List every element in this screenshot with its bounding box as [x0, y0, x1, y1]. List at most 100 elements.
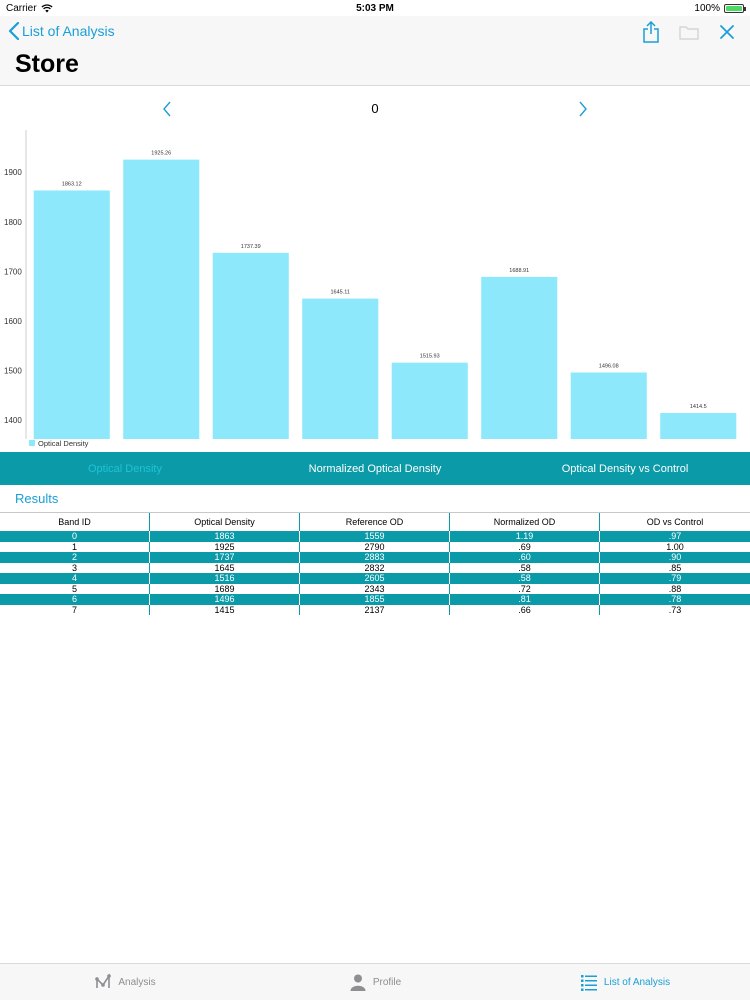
next-chevron-icon[interactable]	[576, 100, 590, 118]
tab-list-of-analysis[interactable]: List of Analysis	[500, 964, 750, 1000]
close-icon	[720, 25, 734, 39]
battery-percent: 100%	[694, 3, 720, 14]
folder-icon	[679, 26, 699, 40]
bar	[123, 159, 200, 439]
y-tick-label: 1900	[4, 168, 22, 177]
y-tick-label: 1400	[4, 416, 22, 425]
table-row[interactable]: 5 1689 2343.72 .88	[0, 583, 750, 594]
chart-mode-segments: Optical Density Normalized Optical Densi…	[0, 452, 750, 485]
band-pager: 0	[0, 98, 750, 120]
table-row[interactable]: 0 1863 1559 1.19 .97	[0, 531, 750, 542]
column-header: Normalized OD	[450, 513, 600, 531]
table-cell: 1689	[150, 583, 300, 594]
table-cell: .66	[450, 604, 600, 615]
legend-swatch	[29, 440, 35, 446]
wifi-icon	[41, 4, 53, 13]
table-cell: 1.00	[666, 541, 684, 552]
table-cell: 1	[0, 541, 150, 552]
carrier-label: Carrier	[6, 3, 37, 14]
table-cell: .72	[450, 583, 600, 594]
tab-bar: Analysis Profile List of Analysis	[0, 963, 750, 1000]
column-header: OD vs Control	[646, 517, 704, 527]
table-cell: 1737	[150, 552, 300, 563]
table-cell: 2	[0, 552, 150, 563]
tab-profile[interactable]: Profile	[250, 964, 500, 1000]
tab-label: List of Analysis	[603, 976, 671, 988]
bar	[33, 190, 110, 439]
bar-value-label: 1688.91	[509, 268, 529, 274]
table-cell: 1516	[150, 573, 300, 584]
results-heading: Results	[15, 491, 59, 506]
table-cell: 2883	[300, 552, 450, 563]
tab-label: Profile	[372, 976, 402, 988]
tab-label: Analysis	[118, 976, 156, 988]
table-cell: 1496	[150, 594, 300, 605]
table-cell: 1.19	[450, 531, 600, 542]
previous-chevron-icon[interactable]	[160, 100, 174, 118]
profile-icon	[350, 974, 366, 991]
bar-value-label: 1515.93	[420, 354, 440, 360]
bar-value-label: 1863.12	[62, 181, 82, 187]
bar	[570, 372, 647, 439]
table-cell: .58	[450, 573, 600, 584]
table-cell: .90	[668, 552, 682, 562]
table-row[interactable]: 7 1415 2137.66 .73	[0, 604, 750, 615]
y-tick-label: 1700	[4, 267, 22, 276]
table-cell: .78	[668, 594, 682, 604]
table-cell: .81	[450, 594, 600, 605]
column-header: Band ID	[0, 513, 150, 531]
segment-optical-density-vs-control[interactable]: Optical Density vs Control	[561, 462, 689, 475]
bar	[212, 252, 289, 439]
back-button[interactable]: List of Analysis	[8, 22, 115, 40]
table-cell: 7	[0, 604, 150, 615]
table-cell: .69	[450, 541, 600, 552]
table-cell: 2137	[300, 604, 450, 615]
bar-value-label: 1737.39	[241, 244, 261, 250]
share-icon	[643, 21, 659, 43]
table-cell: .85	[668, 562, 682, 573]
table-cell: 1863	[150, 531, 300, 542]
list-icon	[580, 975, 597, 991]
chevron-left-icon	[8, 22, 20, 40]
column-header: Reference OD	[300, 513, 450, 531]
bar-value-label: 1925.26	[151, 151, 171, 157]
table-cell: 1855	[300, 594, 450, 605]
table-cell: .58	[450, 562, 600, 573]
table-cell: .79	[668, 573, 682, 583]
segment-optical-density[interactable]: Optical Density	[88, 462, 162, 475]
table-cell: 4	[0, 573, 150, 584]
chart-canvas: 1400 1500 1600 1700 1800 1900 1863.12 1925.26 17…	[4, 130, 737, 448]
table-cell: 2790	[300, 541, 450, 552]
table-cell: 1925	[150, 541, 300, 552]
table-cell: 3	[0, 562, 150, 573]
table-cell: 2343	[300, 583, 450, 594]
table-cell: .97	[668, 531, 682, 541]
table-row[interactable]: 4 1516 2605.58 .79	[0, 573, 750, 584]
bar-value-label: 1414.5	[690, 404, 707, 410]
table-cell: .88	[668, 583, 682, 594]
table-header-row: Band ID Optical Density Reference OD Nor…	[0, 512, 750, 531]
results-table: Band ID Optical Density Reference OD Nor…	[0, 512, 750, 615]
back-label: List of Analysis	[22, 23, 115, 39]
tab-analysis[interactable]: Analysis	[0, 964, 250, 1000]
battery-group: 100%	[694, 3, 746, 14]
table-row[interactable]: 2 1737 2883.60 .90	[0, 552, 750, 563]
table-cell: 2832	[300, 562, 450, 573]
share-button[interactable]	[640, 20, 662, 44]
table-cell: 5	[0, 583, 150, 594]
status-bar: Carrier 5:03 PM 100%	[0, 0, 750, 16]
close-button[interactable]	[716, 20, 738, 44]
table-row[interactable]: 6 1496 1855.81 .78	[0, 594, 750, 605]
table-row[interactable]: 3 1645 2832.58 .85	[0, 562, 750, 573]
carrier-group: Carrier	[6, 3, 53, 14]
y-tick-label: 1600	[4, 317, 22, 326]
bar	[660, 412, 737, 439]
column-header: Optical Density	[150, 513, 300, 531]
bar	[302, 298, 379, 439]
folder-button[interactable]	[678, 20, 700, 44]
segment-normalized-optical-density[interactable]: Normalized Optical Density	[308, 462, 442, 475]
navigation-bar: List of Analysis Store	[0, 16, 750, 86]
table-cell: .60	[450, 552, 600, 563]
table-row[interactable]: 1 1925 2790.69 1.00	[0, 541, 750, 552]
legend-label: Optical Density	[38, 439, 89, 448]
